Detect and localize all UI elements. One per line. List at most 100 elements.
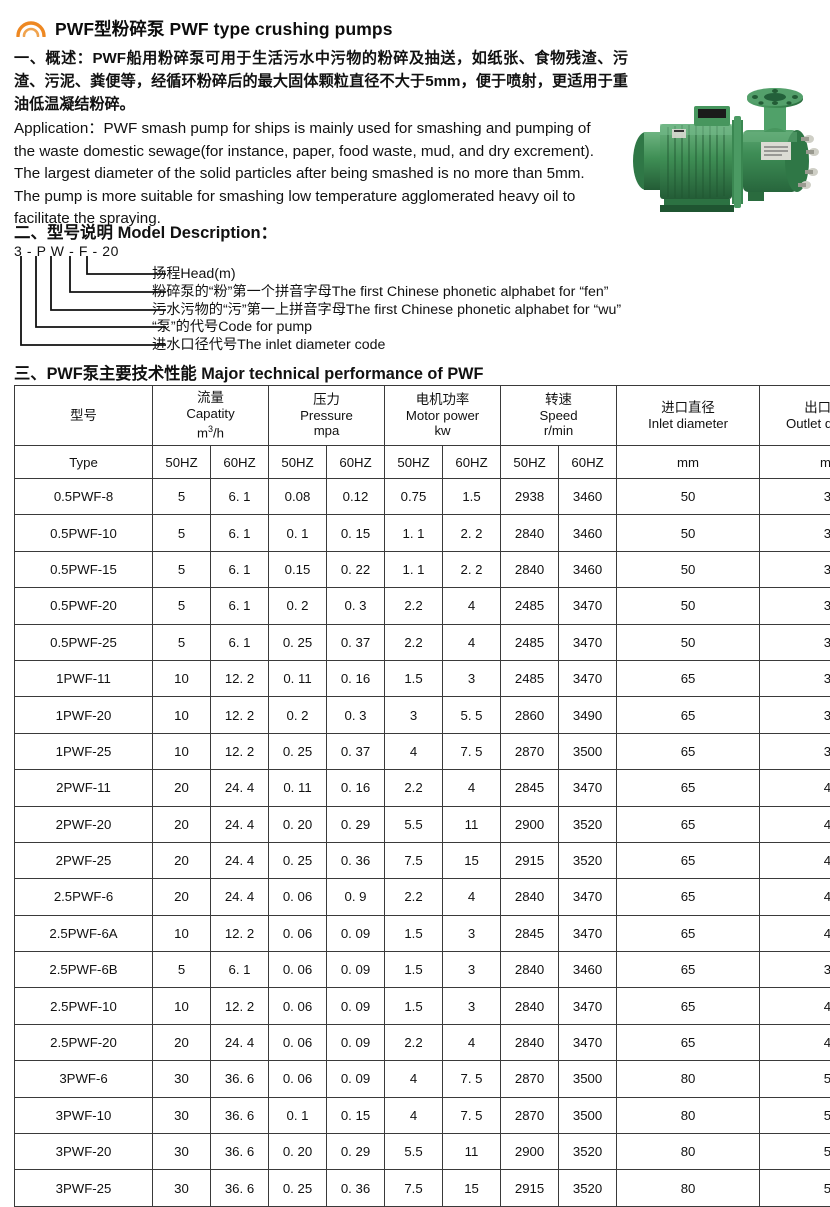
cell-value: 0. 29 bbox=[327, 806, 385, 842]
cell-value: 65 bbox=[617, 915, 760, 951]
cell-value: 30 bbox=[153, 1061, 211, 1097]
cell-value: 36. 6 bbox=[211, 1134, 269, 1170]
cell-value: 80 bbox=[617, 1097, 760, 1133]
cell-value: 1.5 bbox=[385, 915, 443, 951]
cell-pump-model: 2PWF-11 bbox=[15, 770, 153, 806]
cell-value: 3520 bbox=[559, 806, 617, 842]
col-group-inlet-en: Inlet diameter bbox=[617, 416, 759, 432]
col-group-capacity-en: Capatity bbox=[153, 406, 268, 422]
cell-value: 11 bbox=[443, 1134, 501, 1170]
cell-value: 0. 36 bbox=[327, 1170, 385, 1206]
cell-value: 0. 15 bbox=[327, 515, 385, 551]
cell-pump-model: 3PWF-6 bbox=[15, 1061, 153, 1097]
intro-english-paragraph: Application：PWF smash pump for ships is … bbox=[14, 118, 626, 231]
cell-value: 4 bbox=[443, 624, 501, 660]
cell-value: 32 bbox=[760, 588, 830, 624]
cell-value: 10 bbox=[153, 697, 211, 733]
cell-value: 3 bbox=[443, 952, 501, 988]
col-group-outlet-cn: 出口直径 bbox=[760, 400, 830, 416]
cell-value: 5 bbox=[153, 551, 211, 587]
page-title-row: PWF型粉碎泵 PWF type crushing pumps bbox=[16, 16, 393, 41]
cell-value: 2840 bbox=[501, 952, 559, 988]
cell-value: 2840 bbox=[501, 1024, 559, 1060]
cell-value: 24. 4 bbox=[211, 879, 269, 915]
cell-value: 0. 16 bbox=[327, 660, 385, 696]
cell-value: 2870 bbox=[501, 733, 559, 769]
col-group-outlet-en: Outlet diameter bbox=[760, 416, 830, 432]
cell-value: 80 bbox=[617, 1170, 760, 1206]
cell-value: 7.5 bbox=[385, 1170, 443, 1206]
cell-value: 12. 2 bbox=[211, 988, 269, 1024]
cell-value: 4 bbox=[443, 770, 501, 806]
subhdr-type: Type bbox=[15, 446, 153, 479]
col-group-motor-power-cn: 电机功率 bbox=[385, 392, 500, 408]
cell-value: 3470 bbox=[559, 588, 617, 624]
cell-value: 4 bbox=[385, 733, 443, 769]
subhdr-cap-50hz: 50HZ bbox=[153, 446, 211, 479]
cell-value: 2.2 bbox=[385, 624, 443, 660]
cell-value: 10 bbox=[153, 988, 211, 1024]
cell-value: 3470 bbox=[559, 879, 617, 915]
cell-value: 50 bbox=[617, 588, 760, 624]
table-row: 0.5PWF-856. 10.080.120.751.5293834605032 bbox=[15, 479, 830, 515]
cell-value: 50 bbox=[760, 1061, 830, 1097]
cell-value: 10 bbox=[153, 660, 211, 696]
cell-value: 1.5 bbox=[385, 952, 443, 988]
cell-value: 5 bbox=[153, 624, 211, 660]
col-group-inlet-cn: 进口直径 bbox=[617, 400, 759, 416]
cell-value: 0. 06 bbox=[269, 1024, 327, 1060]
cell-value: 32 bbox=[760, 733, 830, 769]
cell-value: 0. 2 bbox=[269, 697, 327, 733]
col-group-capacity-unit: m3/h bbox=[153, 422, 268, 441]
subhdr-pres-60hz: 60HZ bbox=[327, 446, 385, 479]
model-callout-pump-code: “泵”的代号Code for pump bbox=[152, 319, 312, 335]
cell-value: 12. 2 bbox=[211, 733, 269, 769]
cell-value: 2840 bbox=[501, 515, 559, 551]
cell-value: 2900 bbox=[501, 806, 559, 842]
cell-value: 3460 bbox=[559, 551, 617, 587]
col-group-motor-power-en: Motor power bbox=[385, 408, 500, 424]
subhdr-pres-50hz: 50HZ bbox=[269, 446, 327, 479]
cell-value: 20 bbox=[153, 879, 211, 915]
cell-value: 50 bbox=[760, 1097, 830, 1133]
cell-value: 0. 06 bbox=[269, 1061, 327, 1097]
cell-value: 2870 bbox=[501, 1061, 559, 1097]
cell-value: 3 bbox=[385, 697, 443, 733]
col-group-speed: 转速 Speed r/min bbox=[501, 386, 617, 446]
pump-product-photo bbox=[624, 86, 826, 226]
cell-value: 40 bbox=[760, 1024, 830, 1060]
cell-value: 6. 1 bbox=[211, 551, 269, 587]
cell-value: 2485 bbox=[501, 624, 559, 660]
table-head: 型号 流量 Capatity m3/h 压力 Pressure mpa 电机功率… bbox=[15, 386, 830, 479]
cell-value: 3460 bbox=[559, 952, 617, 988]
cell-value: 3520 bbox=[559, 842, 617, 878]
cell-value: 0.12 bbox=[327, 479, 385, 515]
cell-value: 0. 15 bbox=[327, 1097, 385, 1133]
cell-value: 3500 bbox=[559, 733, 617, 769]
cell-value: 4 bbox=[385, 1097, 443, 1133]
cell-value: 50 bbox=[617, 515, 760, 551]
cell-value: 24. 4 bbox=[211, 806, 269, 842]
cell-value: 32 bbox=[760, 551, 830, 587]
cell-pump-model: 1PWF-20 bbox=[15, 697, 153, 733]
cell-value: 65 bbox=[617, 733, 760, 769]
subhdr-outlet-mm: mm bbox=[760, 446, 830, 479]
cell-value: 0. 25 bbox=[269, 842, 327, 878]
cell-value: 0.75 bbox=[385, 479, 443, 515]
subhdr-spd-50hz: 50HZ bbox=[501, 446, 559, 479]
cell-value: 65 bbox=[617, 806, 760, 842]
cell-value: 0. 37 bbox=[327, 733, 385, 769]
cell-value: 5. 5 bbox=[443, 697, 501, 733]
cell-value: 10 bbox=[153, 915, 211, 951]
cell-value: 36. 6 bbox=[211, 1097, 269, 1133]
cell-value: 1.5 bbox=[443, 479, 501, 515]
cell-value: 3 bbox=[443, 988, 501, 1024]
cell-value: 2915 bbox=[501, 842, 559, 878]
